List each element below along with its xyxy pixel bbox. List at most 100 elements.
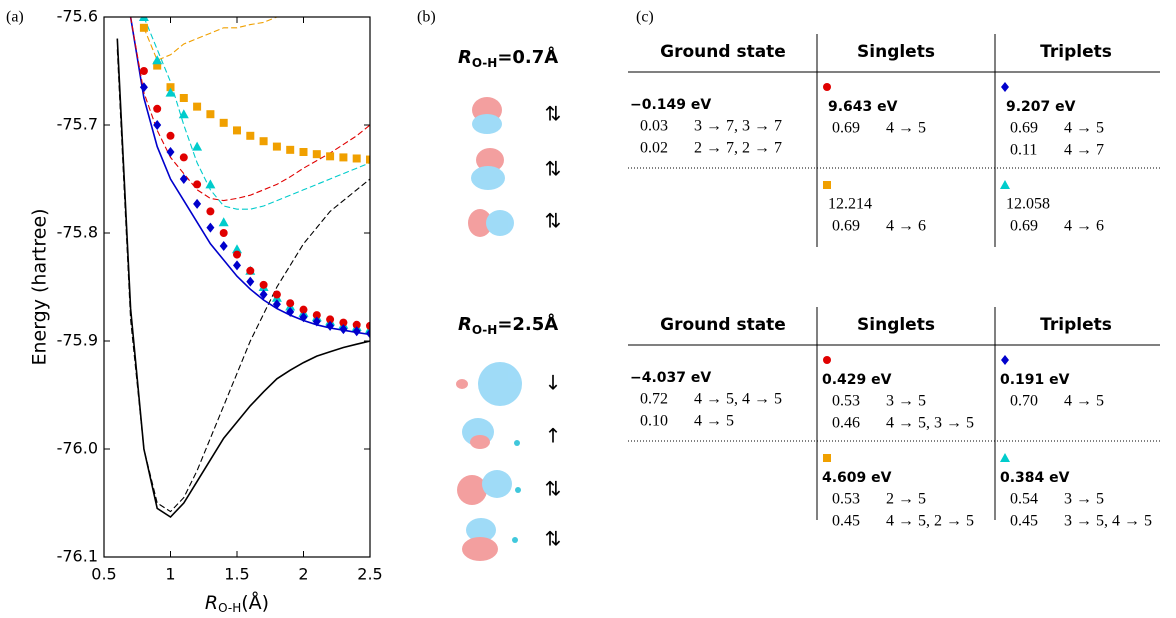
- label-rest: =2.5Å: [497, 312, 558, 335]
- marker: [352, 154, 361, 163]
- marker: [339, 324, 348, 335]
- marker: [823, 181, 831, 189]
- marker: [233, 250, 241, 259]
- excitation: 4 → 5: [1064, 393, 1104, 410]
- marker: [272, 299, 281, 310]
- header: Singlets: [857, 42, 935, 62]
- x-tick-label: 2.5: [357, 565, 382, 584]
- marker: [219, 240, 228, 251]
- marker: [299, 148, 308, 156]
- coefficient: 0.45: [1010, 513, 1038, 530]
- marker: [179, 94, 188, 102]
- excitation: 3 → 5: [886, 393, 926, 410]
- x-tick-label: 1: [165, 565, 175, 584]
- marker: [179, 174, 188, 184]
- marker: [232, 244, 242, 254]
- excitation: 4 → 5: [886, 120, 926, 137]
- energy: 9.207 eV: [1006, 99, 1076, 115]
- marker: [312, 311, 321, 320]
- orbitals: [456, 97, 522, 561]
- marker: [366, 321, 370, 330]
- marker: [205, 179, 216, 189]
- marker: [1001, 82, 1009, 92]
- energy: 0.191 eV: [1000, 372, 1070, 388]
- marker: [193, 102, 202, 111]
- label-rest: =0.7Å: [497, 45, 558, 68]
- x-tick-label: 1.5: [224, 565, 249, 584]
- spin: ↑: [545, 424, 562, 448]
- marker: [312, 316, 321, 327]
- label-subscript: O-H: [472, 323, 497, 337]
- coefficient: 0.69: [832, 120, 860, 137]
- marker: [193, 180, 202, 189]
- y-tick-label: -75.6: [57, 7, 98, 26]
- x-label-symbol: R: [205, 592, 218, 614]
- marker: [153, 120, 162, 130]
- panel-label: (c): [636, 9, 654, 26]
- marker: [286, 145, 295, 154]
- marker: [246, 131, 255, 140]
- marker: [272, 290, 281, 299]
- coefficient: 0.72: [640, 391, 668, 408]
- marker: [219, 229, 228, 237]
- coefficient: 0.11: [1010, 142, 1037, 159]
- energy: 9.643 eV: [828, 99, 898, 115]
- marker: [1000, 180, 1010, 189]
- marker: [218, 217, 229, 227]
- marker: [179, 153, 188, 162]
- marker: [259, 280, 268, 289]
- marker: [206, 110, 215, 119]
- excitation: 4 → 6: [1064, 218, 1104, 235]
- distance-label: RO-H=2.5Å: [458, 312, 558, 337]
- marker: [286, 299, 295, 308]
- header: Ground state: [660, 315, 786, 335]
- excitation: 4 → 5, 4 → 5: [694, 391, 782, 408]
- coefficient: 0.53: [832, 491, 860, 508]
- coefficient: 0.46: [832, 415, 860, 432]
- excitation: 4 → 7: [1064, 142, 1104, 159]
- x-axis-label: RO-H(Å): [205, 591, 269, 615]
- y-tick-label: -76.0: [57, 439, 98, 458]
- spin: ⇅: [545, 102, 562, 126]
- series-line: [116, 38, 370, 519]
- y-tick-label: -75.7: [57, 115, 98, 134]
- marker: [219, 118, 228, 127]
- marker: [206, 222, 215, 233]
- excitation: 3 → 7, 3 → 7: [694, 118, 782, 135]
- marker: [139, 67, 148, 75]
- energy: 0.429 eV: [822, 372, 892, 388]
- excitation: 4 → 5, 3 → 5: [886, 415, 974, 432]
- coefficient: 0.03: [640, 118, 668, 135]
- marker: [178, 109, 189, 119]
- energy: −0.149 eV: [630, 97, 711, 113]
- spin: ↓: [545, 371, 562, 395]
- coefficient: 0.69: [1010, 218, 1038, 235]
- coefficient: 0.10: [640, 413, 668, 430]
- panel-label: (b): [417, 9, 436, 26]
- excitation: 4 → 5: [694, 413, 734, 430]
- marker: [246, 276, 255, 287]
- series-line: [143, 17, 370, 210]
- marker: [326, 152, 335, 161]
- marker: [166, 131, 175, 140]
- marker: [153, 61, 162, 70]
- y-axis-label: Energy (hartree): [29, 208, 51, 365]
- y-tick-label: -76.1: [57, 547, 98, 566]
- coefficient: 0.45: [832, 513, 860, 530]
- energy: 4.609 eV: [822, 470, 892, 486]
- header: Triplets: [1040, 42, 1112, 62]
- marker: [233, 260, 241, 271]
- plot-area: [116, 17, 370, 519]
- y-tick-label: -75.8: [57, 223, 98, 242]
- spin: ⇅: [545, 527, 562, 551]
- header: Triplets: [1040, 315, 1112, 335]
- header: Ground state: [660, 42, 786, 62]
- label-symbol: R: [458, 314, 472, 335]
- energy: 0.384 eV: [1000, 470, 1070, 486]
- coefficient: 0.54: [1010, 491, 1038, 508]
- excitation: 4 → 5, 2 → 5: [886, 513, 974, 530]
- spin: ⇅: [545, 477, 562, 501]
- distance-label: RO-H=0.7Å: [458, 45, 558, 70]
- coefficient: 0.02: [640, 140, 668, 157]
- coefficient: 0.70: [1010, 393, 1038, 410]
